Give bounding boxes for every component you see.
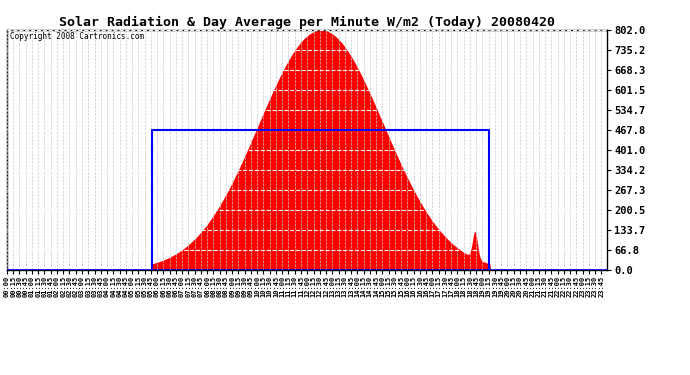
Title: Solar Radiation & Day Average per Minute W/m2 (Today) 20080420: Solar Radiation & Day Average per Minute… (59, 16, 555, 29)
Text: Copyright 2008 Cartronics.com: Copyright 2008 Cartronics.com (10, 32, 144, 41)
